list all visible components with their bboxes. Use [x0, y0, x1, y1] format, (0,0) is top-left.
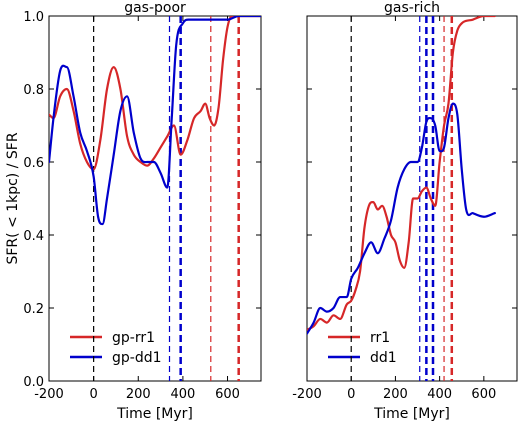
- series-line-gp-dd1: [49, 16, 261, 226]
- x-axis-label: Time [Myr]: [116, 406, 193, 422]
- legend-entry-gp-rr1: gp-rr1: [112, 330, 155, 346]
- x-tick-label: 0: [347, 387, 355, 402]
- y-axis-label: SFR( < 1kpc) / SFR: [5, 132, 21, 264]
- x-axis-label: Time [Myr]: [373, 406, 450, 422]
- panel-gas-poor: gas-poor Time [Myr] SFR( < 1kpc) / SFR g…: [5, 0, 262, 422]
- x-tick-label: 400: [427, 387, 452, 402]
- x-tick-label: 600: [471, 387, 496, 402]
- series-line-dd1: [307, 102, 496, 335]
- legend-entry-rr1: rr1: [370, 330, 390, 346]
- x-tick-label: 600: [215, 387, 240, 402]
- x-tick-label: -200: [292, 387, 322, 402]
- x-tick-label: 400: [170, 387, 195, 402]
- plot-frame: [48, 15, 262, 382]
- x-tick-label: 200: [126, 387, 151, 402]
- y-tick-label: 1.0: [23, 10, 44, 25]
- series-lines: [307, 16, 496, 335]
- vertical-markers: [93, 16, 240, 381]
- panel-gas-rich: gas-rich Time [Myr] rr1 dd1 -200 0 200 400 6…: [292, 0, 518, 422]
- x-tick-label: 0: [89, 387, 97, 402]
- x-tick-label: 200: [383, 387, 408, 402]
- series-line-rr1: [307, 16, 496, 331]
- legend-entry-gp-dd1: gp-dd1: [112, 350, 162, 366]
- series-line-gp-rr1: [49, 16, 261, 171]
- plot-frame: [306, 15, 518, 382]
- legend-entry-dd1: dd1: [370, 350, 397, 366]
- legend: gp-rr1 gp-dd1: [70, 330, 162, 366]
- y-tick-label: 0.2: [23, 302, 44, 317]
- panel-title: gas-poor: [124, 0, 186, 16]
- y-tick-label: 0.4: [23, 229, 44, 244]
- panel-title: gas-rich: [384, 0, 440, 16]
- legend: rr1 dd1: [328, 330, 397, 366]
- y-tick-label: 0.8: [23, 83, 44, 98]
- y-tick-label: 0.6: [23, 156, 44, 171]
- y-tick-label: 0.0: [23, 375, 44, 390]
- x-tick-label: -200: [34, 387, 64, 402]
- series-lines: [49, 16, 261, 226]
